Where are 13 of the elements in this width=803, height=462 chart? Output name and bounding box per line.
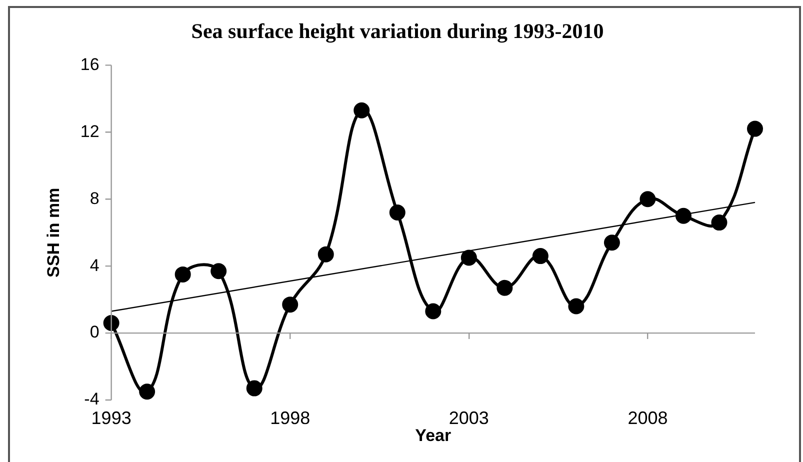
x-tick-label: 2003 xyxy=(448,408,489,428)
y-tick-label: 0 xyxy=(90,322,100,342)
y-tick-label: 16 xyxy=(80,54,100,74)
y-tick-label: 4 xyxy=(90,256,100,275)
y-tick-label: 8 xyxy=(90,188,100,208)
x-tick-label: 1998 xyxy=(270,408,310,428)
y-axis-title: SSH in mm xyxy=(44,188,63,278)
y-tick-label: -4 xyxy=(84,390,100,409)
x-tick-label: 1993 xyxy=(91,408,132,428)
x-axis-title: Year xyxy=(415,426,452,446)
x-tick-label: 2008 xyxy=(628,408,668,428)
chart-title: Sea surface height variation during 1993-2010 xyxy=(191,19,604,44)
y-tick-label: 12 xyxy=(80,122,100,141)
